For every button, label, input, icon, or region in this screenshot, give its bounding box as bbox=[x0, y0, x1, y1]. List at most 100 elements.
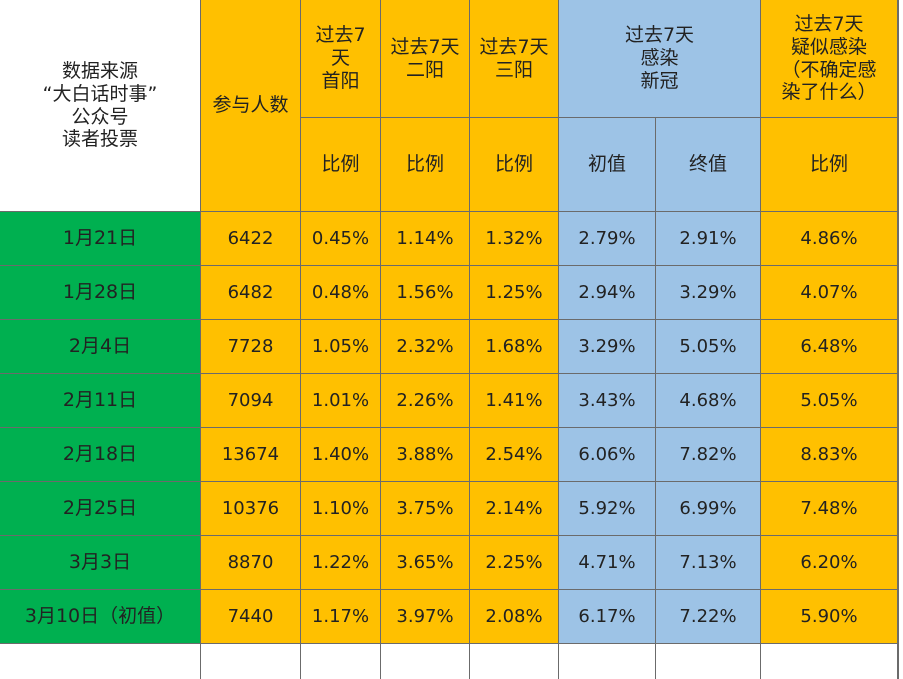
row-second: 1.14% bbox=[381, 212, 470, 266]
second-positive-header: 过去7天 二阳 bbox=[381, 0, 470, 118]
row-second: 3.75% bbox=[381, 482, 470, 536]
first-positive-header-line: 首阳 bbox=[321, 69, 360, 92]
covid-header-line: 新冠 bbox=[640, 69, 679, 92]
ratio-subheader: 比例 bbox=[301, 118, 381, 212]
third-positive-header-line: 三阳 bbox=[494, 58, 533, 81]
row-date: 3月10日（初值） bbox=[0, 590, 201, 644]
row-covid-initial: 6.17% bbox=[559, 590, 656, 644]
row-suspected: 6.48% bbox=[761, 320, 898, 374]
row-covid-initial: 2.94% bbox=[559, 266, 656, 320]
row-covid-final: 7.13% bbox=[656, 536, 761, 590]
ratio-subheader: 比例 bbox=[381, 118, 470, 212]
row-covid-final: 2.91% bbox=[656, 212, 761, 266]
empty-cell bbox=[656, 644, 761, 679]
row-covid-initial: 2.79% bbox=[559, 212, 656, 266]
source-header-line: 公众号 bbox=[71, 105, 129, 128]
row-third: 1.68% bbox=[470, 320, 559, 374]
row-covid-final: 6.99% bbox=[656, 482, 761, 536]
row-covid-final: 4.68% bbox=[656, 374, 761, 428]
empty-cell bbox=[559, 644, 656, 679]
third-positive-header: 过去7天 三阳 bbox=[470, 0, 559, 118]
row-participants: 6482 bbox=[201, 266, 301, 320]
row-covid-initial: 6.06% bbox=[559, 428, 656, 482]
first-positive-header-line: 天 bbox=[330, 47, 350, 70]
source-header-line: 读者投票 bbox=[61, 128, 138, 151]
row-covid-initial: 5.92% bbox=[559, 482, 656, 536]
row-suspected: 4.07% bbox=[761, 266, 898, 320]
participants-header: 参与人数 bbox=[201, 0, 301, 212]
row-suspected: 8.83% bbox=[761, 428, 898, 482]
row-covid-initial: 4.71% bbox=[559, 536, 656, 590]
empty-cell bbox=[470, 644, 559, 679]
row-covid-final: 3.29% bbox=[656, 266, 761, 320]
suspected-header-line: 染了什么） bbox=[781, 81, 877, 104]
row-second: 2.26% bbox=[381, 374, 470, 428]
row-participants: 7728 bbox=[201, 320, 301, 374]
row-date: 2月11日 bbox=[0, 374, 201, 428]
row-date: 1月21日 bbox=[0, 212, 201, 266]
row-suspected: 4.86% bbox=[761, 212, 898, 266]
row-suspected: 5.05% bbox=[761, 374, 898, 428]
empty-cell bbox=[0, 644, 201, 679]
covid-header-line: 过去7天 bbox=[624, 24, 695, 47]
source-header-line: 数据来源 bbox=[61, 59, 138, 82]
row-participants: 13674 bbox=[201, 428, 301, 482]
row-first: 0.45% bbox=[301, 212, 381, 266]
row-covid-final: 7.82% bbox=[656, 428, 761, 482]
right-edge bbox=[898, 0, 903, 679]
second-positive-header-line: 二阳 bbox=[405, 58, 444, 81]
row-participants: 7094 bbox=[201, 374, 301, 428]
third-positive-header-line: 过去7天 bbox=[479, 35, 549, 58]
row-third: 2.08% bbox=[470, 590, 559, 644]
row-first: 1.10% bbox=[301, 482, 381, 536]
suspected-header-line: 过去7天 bbox=[794, 12, 864, 35]
row-first: 1.40% bbox=[301, 428, 381, 482]
first-positive-header-line: 过去7 bbox=[315, 24, 366, 47]
row-date: 3月3日 bbox=[0, 536, 201, 590]
row-third: 2.25% bbox=[470, 536, 559, 590]
row-date: 1月28日 bbox=[0, 266, 201, 320]
row-first: 1.17% bbox=[301, 590, 381, 644]
final-subheader: 终值 bbox=[656, 118, 761, 212]
empty-cell bbox=[301, 644, 381, 679]
row-third: 1.25% bbox=[470, 266, 559, 320]
row-first: 0.48% bbox=[301, 266, 381, 320]
row-second: 2.32% bbox=[381, 320, 470, 374]
covid-header: 过去7天 感染 新冠 bbox=[559, 0, 761, 118]
first-positive-header: 过去7 天首阳 bbox=[301, 0, 381, 118]
suspected-header-line: （不确定感 bbox=[781, 58, 877, 81]
ratio-subheader: 比例 bbox=[470, 118, 559, 212]
row-third: 2.54% bbox=[470, 428, 559, 482]
empty-cell bbox=[761, 644, 898, 679]
covid-header-line: 感染 bbox=[640, 47, 679, 70]
row-participants: 6422 bbox=[201, 212, 301, 266]
row-first: 1.01% bbox=[301, 374, 381, 428]
row-suspected: 6.20% bbox=[761, 536, 898, 590]
row-participants: 10376 bbox=[201, 482, 301, 536]
second-positive-header-line: 过去7天 bbox=[390, 35, 460, 58]
ratio-subheader: 比例 bbox=[761, 118, 898, 212]
row-first: 1.22% bbox=[301, 536, 381, 590]
row-third: 1.41% bbox=[470, 374, 559, 428]
row-covid-initial: 3.43% bbox=[559, 374, 656, 428]
row-second: 3.65% bbox=[381, 536, 470, 590]
source-header: 数据来源 “大白话时事” 公众号 读者投票 bbox=[0, 0, 201, 212]
row-third: 2.14% bbox=[470, 482, 559, 536]
row-participants: 8870 bbox=[201, 536, 301, 590]
row-first: 1.05% bbox=[301, 320, 381, 374]
row-suspected: 7.48% bbox=[761, 482, 898, 536]
row-date: 2月18日 bbox=[0, 428, 201, 482]
row-third: 1.32% bbox=[470, 212, 559, 266]
row-suspected: 5.90% bbox=[761, 590, 898, 644]
empty-cell bbox=[381, 644, 470, 679]
initial-subheader: 初值 bbox=[559, 118, 656, 212]
row-participants: 7440 bbox=[201, 590, 301, 644]
empty-cell bbox=[201, 644, 301, 679]
row-date: 2月4日 bbox=[0, 320, 201, 374]
row-second: 3.97% bbox=[381, 590, 470, 644]
row-second: 3.88% bbox=[381, 428, 470, 482]
suspected-header-line: 疑似感染 bbox=[790, 35, 867, 58]
row-second: 1.56% bbox=[381, 266, 470, 320]
suspected-header: 过去7天 疑似感染 （不确定感 染了什么） bbox=[761, 0, 898, 118]
row-date: 2月25日 bbox=[0, 482, 201, 536]
